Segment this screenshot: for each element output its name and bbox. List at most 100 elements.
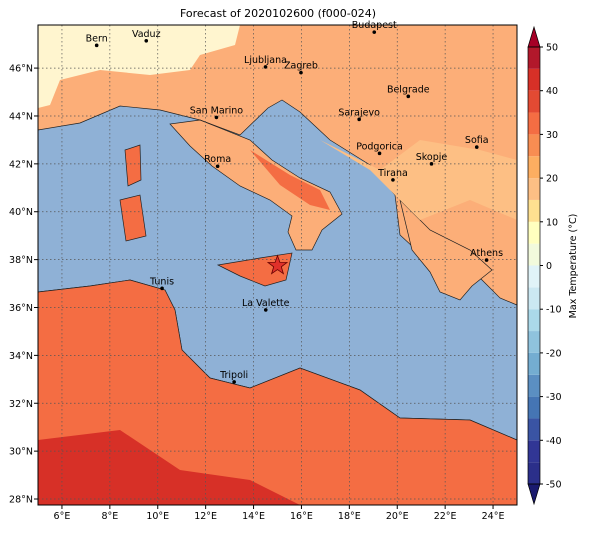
lat-tick-label: 36°N <box>9 303 33 314</box>
colorbar-tick-label: 0 <box>546 261 552 272</box>
colorbar-band <box>528 440 540 463</box>
city-label: Podgorica <box>356 141 403 152</box>
city-marker <box>484 258 489 262</box>
north-africa <box>38 279 517 505</box>
lat-tick-label: 30°N <box>9 447 33 458</box>
colorbar-tick-label: -20 <box>546 348 562 359</box>
colorbar-band <box>528 396 540 419</box>
city-marker <box>474 145 479 149</box>
city-label: Sofia <box>465 135 489 146</box>
city-label: Vaduz <box>132 29 161 40</box>
city-label: Athens <box>470 248 503 259</box>
lat-tick-label: 44°N <box>9 111 33 122</box>
colorbar-band <box>528 68 540 91</box>
colorbar-tick-label: -10 <box>546 305 562 316</box>
colorbar-under <box>527 483 541 506</box>
city-marker <box>214 115 219 120</box>
city-label: Zagreb <box>284 61 318 72</box>
city-marker <box>160 286 164 291</box>
colorbar-band <box>528 374 540 397</box>
city-marker <box>232 380 236 384</box>
city-label: La Valette <box>242 298 290 309</box>
colorbar-band <box>528 418 540 441</box>
event-star <box>266 254 289 275</box>
city-marker <box>372 30 377 34</box>
city-label: Belgrade <box>387 84 430 95</box>
lat-tick-label: 34°N <box>9 351 33 362</box>
lon-tick-label: 20°E <box>386 511 409 522</box>
lon-tick-label: 24°E <box>482 511 505 522</box>
lon-tick-label: 10°E <box>146 511 169 522</box>
lon-tick-label: 6°E <box>54 511 71 522</box>
sardinia <box>119 194 147 242</box>
lon-tick-label: 18°E <box>338 511 361 522</box>
lon-tick-label: 12°E <box>194 511 217 522</box>
lon-tick-label: 8°E <box>101 511 118 522</box>
city-marker <box>429 162 434 166</box>
sicily <box>216 252 293 287</box>
lat-tick-label: 32°N <box>9 399 33 410</box>
city-label: Sarajevo <box>338 107 380 118</box>
city-label: Tripoli <box>219 370 248 381</box>
map-frame <box>37 24 518 506</box>
colorbar-tick-label: -40 <box>546 436 562 447</box>
colorbar-tick-label: 20 <box>546 174 558 185</box>
city-marker <box>391 178 395 182</box>
lat-tick-label: 46°N <box>9 64 33 75</box>
colorbar-band <box>528 352 540 375</box>
city-marker <box>215 164 220 169</box>
lat-tick-label: 42°N <box>9 159 33 170</box>
greece <box>399 198 493 301</box>
city-marker <box>144 39 149 43</box>
city-marker <box>357 117 361 122</box>
colorbar-band <box>528 178 540 200</box>
colorbar-band <box>528 331 540 353</box>
city-label: Tunis <box>149 276 174 287</box>
city-marker <box>94 43 99 48</box>
colorbar-band <box>528 287 540 310</box>
city-label: Roma <box>204 154 231 165</box>
city-marker <box>263 65 268 69</box>
italy-warm <box>250 150 330 210</box>
lon-tick-label: 14°E <box>242 511 265 522</box>
city-label: Tirana <box>377 168 408 179</box>
colorbar-tick-label: -30 <box>546 392 562 403</box>
colorbar-label: Max Temperature (°C) <box>568 214 579 319</box>
city-label: Bern <box>86 33 108 44</box>
colorbar-band <box>528 243 540 266</box>
lat-tick-label: 40°N <box>9 207 33 218</box>
colorbar-band <box>528 134 540 157</box>
city-label: Skopje <box>416 152 448 163</box>
colorbar-tick-label: 10 <box>546 217 558 228</box>
italy <box>169 119 343 251</box>
city-label: Budapest <box>352 20 397 31</box>
africa-hot <box>38 430 300 505</box>
colorbar-band <box>528 221 540 244</box>
colorbar-tick-label: 50 <box>546 43 558 54</box>
balkans <box>320 140 517 220</box>
city-label: Ljubljana <box>244 55 287 66</box>
city-marker <box>406 94 411 99</box>
colorbar-band <box>528 309 540 332</box>
colorbar-tick-label: 40 <box>546 86 558 97</box>
title: Forecast of 2020102600 (f000-024) <box>180 7 376 20</box>
alps-cool <box>38 25 240 108</box>
corsica <box>124 144 142 187</box>
lon-tick-label: 22°E <box>434 511 457 522</box>
colorbar-tick-label: -50 <box>546 480 562 491</box>
colorbar-over <box>527 25 541 48</box>
city-marker <box>263 308 268 312</box>
city-label: San Marino <box>190 105 243 116</box>
colorbar-band <box>528 265 540 288</box>
colorbar-tick-label: 30 <box>546 130 558 141</box>
lat-tick-label: 28°N <box>9 495 33 506</box>
colorbar-band <box>528 462 540 484</box>
city-marker <box>299 70 303 75</box>
lat-tick-label: 38°N <box>9 255 33 266</box>
colorbar-band <box>528 199 540 222</box>
lon-tick-label: 16°E <box>290 511 313 522</box>
colorbar-band <box>528 156 540 179</box>
colorbar-band <box>528 47 540 69</box>
